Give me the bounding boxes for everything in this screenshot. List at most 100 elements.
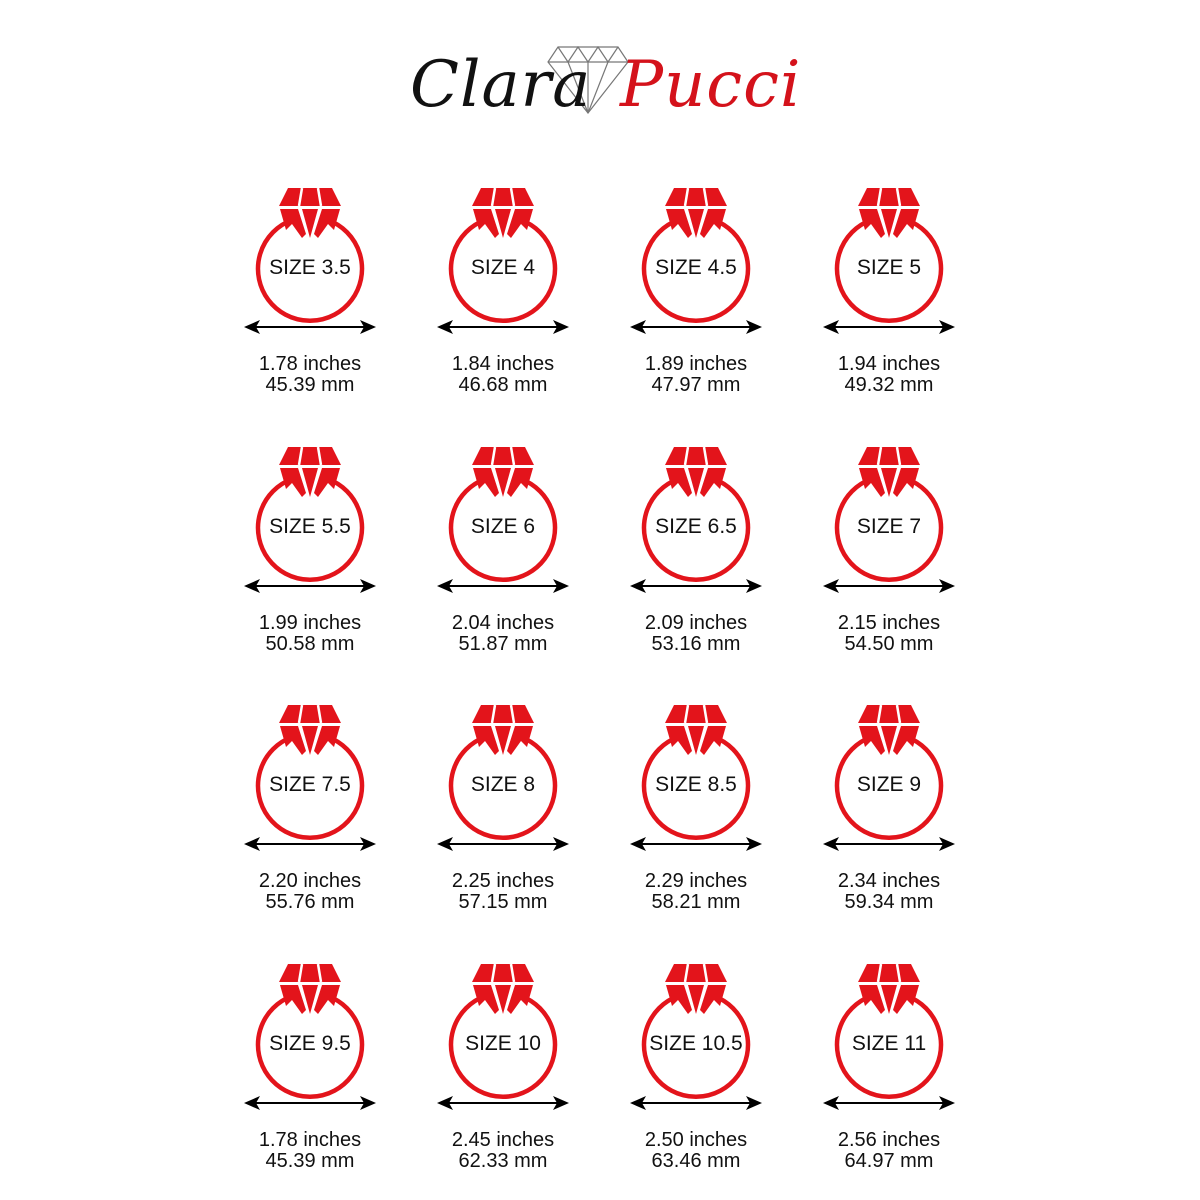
diameter-inches: 1.94 inches	[837, 353, 941, 375]
ring-icon	[244, 704, 376, 851]
diameter-inches: 2.34 inches	[837, 870, 941, 892]
diameter-inches: 2.29 inches	[644, 870, 748, 892]
diameter-arrow-icon	[823, 1096, 955, 1110]
ring-icon	[437, 446, 569, 593]
diameter-mm: 53.16 mm	[651, 633, 741, 655]
ring-icon	[630, 446, 762, 593]
ring-icon	[244, 446, 376, 593]
ring-icon	[244, 963, 376, 1110]
ring-size-card: SIZE 9 2.34 inches 59.34 mm	[789, 695, 989, 935]
ring-size-card: SIZE 9.5 1.78 inches 45.39 mm	[210, 954, 410, 1194]
ring-icon	[437, 963, 569, 1110]
ring-icon	[244, 187, 376, 334]
diameter-mm: 46.68 mm	[458, 374, 548, 396]
diameter-mm: 47.97 mm	[651, 374, 741, 396]
brand-logo	[400, 40, 800, 140]
diameter-arrow-icon	[244, 1096, 376, 1110]
size-label: SIZE 9	[856, 773, 922, 796]
diameter-mm: 64.97 mm	[844, 1150, 934, 1172]
diameter-arrow-icon	[630, 579, 762, 593]
ring-icon	[823, 446, 955, 593]
diameter-arrow-icon	[823, 320, 955, 334]
size-label: SIZE 8	[470, 773, 536, 796]
ring-icon	[437, 704, 569, 851]
ring-size-card: SIZE 6.5 2.09 inches 53.16 mm	[596, 437, 796, 677]
ring-size-card: SIZE 7 2.15 inches 54.50 mm	[789, 437, 989, 677]
diameter-mm: 50.58 mm	[265, 633, 355, 655]
diameter-arrow-icon	[437, 320, 569, 334]
ring-icon	[823, 187, 955, 334]
diameter-mm: 54.50 mm	[844, 633, 934, 655]
diameter-inches: 2.04 inches	[451, 612, 555, 634]
diameter-inches: 2.25 inches	[451, 870, 555, 892]
ring-icon	[823, 704, 955, 851]
diameter-mm: 63.46 mm	[651, 1150, 741, 1172]
ring-icon	[630, 187, 762, 334]
size-label: SIZE 7.5	[269, 773, 351, 796]
ring-size-card: SIZE 8 2.25 inches 57.15 mm	[403, 695, 603, 935]
diameter-inches: 2.15 inches	[837, 612, 941, 634]
diameter-inches: 2.09 inches	[644, 612, 748, 634]
ring-size-card: SIZE 11 2.56 inches 64.97 mm	[789, 954, 989, 1194]
size-label: SIZE 9.5	[269, 1032, 351, 1055]
size-label: SIZE 5.5	[269, 515, 351, 538]
diameter-arrow-icon	[244, 837, 376, 851]
ring-size-card: SIZE 6 2.04 inches 51.87 mm	[403, 437, 603, 677]
diameter-arrow-icon	[823, 837, 955, 851]
diameter-mm: 55.76 mm	[265, 891, 355, 913]
ring-icon	[437, 187, 569, 334]
ring-size-card: SIZE 4.5 1.89 inches 47.97 mm	[596, 178, 796, 418]
size-label: SIZE 6	[470, 515, 536, 538]
diameter-arrow-icon	[630, 320, 762, 334]
size-label: SIZE 10.5	[649, 1032, 743, 1055]
size-label: SIZE 10	[465, 1032, 541, 1055]
size-label: SIZE 5	[856, 256, 922, 279]
ring-size-card: SIZE 5.5 1.99 inches 50.58 mm	[210, 437, 410, 677]
ring-size-card: SIZE 5 1.94 inches 49.32 mm	[789, 178, 989, 418]
diameter-arrow-icon	[437, 579, 569, 593]
diameter-mm: 59.34 mm	[844, 891, 934, 913]
diameter-mm: 62.33 mm	[458, 1150, 548, 1172]
diameter-mm: 45.39 mm	[265, 1150, 355, 1172]
diamond-logo-icon	[547, 45, 629, 114]
ring-size-card: SIZE 3.5 1.78 inches 45.39 mm	[210, 178, 410, 418]
ring-size-card: SIZE 4 1.84 inches 46.68 mm	[403, 178, 603, 418]
diameter-mm: 45.39 mm	[265, 374, 355, 396]
ring-size-card: SIZE 7.5 2.20 inches 55.76 mm	[210, 695, 410, 935]
ring-size-card: SIZE 10 2.45 inches 62.33 mm	[403, 954, 603, 1194]
diameter-inches: 2.50 inches	[644, 1129, 748, 1151]
diameter-mm: 49.32 mm	[844, 374, 934, 396]
diameter-arrow-icon	[244, 579, 376, 593]
size-label: SIZE 3.5	[269, 256, 351, 279]
diameter-inches: 2.20 inches	[258, 870, 362, 892]
brand-name-first: Clara	[410, 48, 592, 122]
ring-icon	[630, 963, 762, 1110]
diameter-arrow-icon	[823, 579, 955, 593]
size-label: SIZE 4	[470, 256, 536, 279]
diameter-arrow-icon	[630, 837, 762, 851]
ring-size-card: SIZE 10.5 2.50 inches 63.46 mm	[596, 954, 796, 1194]
diameter-mm: 51.87 mm	[458, 633, 548, 655]
diameter-mm: 58.21 mm	[651, 891, 741, 913]
size-label: SIZE 6.5	[655, 515, 737, 538]
diameter-arrow-icon	[630, 1096, 762, 1110]
ring-icon	[630, 704, 762, 851]
diameter-inches: 1.84 inches	[451, 353, 555, 375]
ring-icon	[823, 963, 955, 1110]
diameter-inches: 2.45 inches	[451, 1129, 555, 1151]
size-label: SIZE 4.5	[655, 256, 737, 279]
ring-size-card: SIZE 8.5 2.29 inches 58.21 mm	[596, 695, 796, 935]
diameter-mm: 57.15 mm	[458, 891, 548, 913]
diameter-inches: 1.78 inches	[258, 1129, 362, 1151]
size-label: SIZE 11	[851, 1032, 927, 1055]
brand-name-second: Pucci	[620, 48, 802, 122]
diameter-arrow-icon	[244, 320, 376, 334]
diameter-inches: 2.56 inches	[837, 1129, 941, 1151]
size-label: SIZE 8.5	[655, 773, 737, 796]
diameter-inches: 1.99 inches	[258, 612, 362, 634]
diameter-inches: 1.78 inches	[258, 353, 362, 375]
diameter-arrow-icon	[437, 1096, 569, 1110]
diameter-arrow-icon	[437, 837, 569, 851]
diameter-inches: 1.89 inches	[644, 353, 748, 375]
size-label: SIZE 7	[856, 515, 922, 538]
